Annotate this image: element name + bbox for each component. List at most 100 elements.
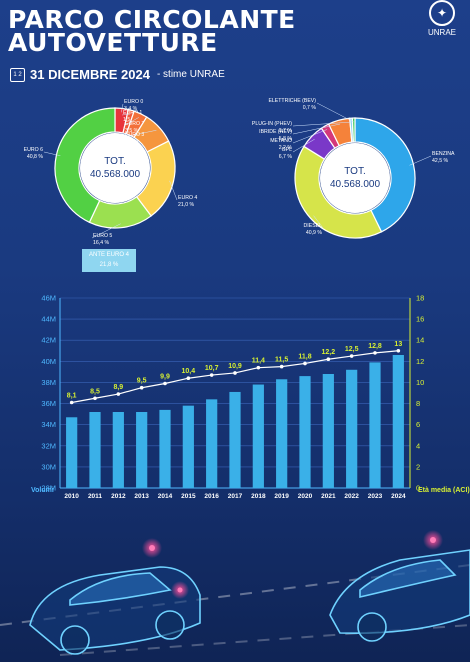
average-age-point (69, 400, 74, 405)
slice-value-label: 21,0 % (178, 202, 195, 208)
average-age-point (139, 385, 144, 390)
average-age-point (349, 354, 354, 358)
y-left-tick-label: 30M (41, 462, 56, 471)
average-age-label: 10,9 (228, 363, 242, 370)
x-tick-label: 2023 (368, 493, 383, 500)
average-age-label: 8,5 (90, 388, 100, 395)
average-age-point (396, 348, 401, 353)
slice-name-label: EURO 4 (178, 195, 197, 201)
page-title: PARCO CIRCOLANTE AUTOVETTURE (8, 5, 296, 55)
average-age-point (186, 376, 191, 381)
y-right-tick-label: 14 (416, 336, 424, 345)
volume-bar (392, 355, 404, 488)
average-age-point (233, 371, 237, 375)
y-right-tick-label: 10 (416, 378, 424, 387)
volume-bar (66, 417, 78, 488)
y-right-tick-label: 8 (416, 399, 420, 408)
slice-value-label: 6,7 % (279, 154, 293, 160)
center-total-value: 40.568.000 (90, 169, 140, 180)
report-date: 31 DICEMBRE 2024 (30, 67, 150, 82)
car-right (329, 549, 470, 642)
slice-name-label: EURO 5 (93, 233, 112, 239)
average-age-label: 9,5 (137, 378, 147, 385)
average-age-point (326, 357, 331, 362)
slice-value-label: 2,2 % (279, 145, 293, 151)
average-age-point (303, 361, 307, 366)
slice-value-label: 5,8 % (279, 136, 293, 142)
average-age-label: 9,9 (160, 374, 170, 381)
donut-center (320, 143, 390, 213)
average-age-point (163, 381, 167, 386)
slice-value-label: 0,7 % (303, 105, 317, 111)
slice-name-label: EURO 2 (125, 121, 144, 127)
logo-text: UNRAE (427, 28, 456, 37)
volume-bar (276, 379, 288, 488)
donut-slice (294, 145, 383, 239)
ante-euro-4-note: ANTE EURO 4 21,8 % (82, 249, 136, 272)
y-left-tick-label: 28M (41, 484, 56, 493)
x-tick-label: 2021 (321, 493, 336, 500)
data-source: - stime UNRAE (156, 69, 225, 80)
slice-value-label: 3,4 % (124, 106, 138, 112)
average-age-point (93, 396, 97, 401)
donut-slice (351, 117, 356, 143)
slice-name-label: PLUG-IN (PHEV) (252, 121, 292, 127)
average-age-point (279, 364, 284, 369)
ante-euro-4-value: 21,8 % (99, 262, 119, 268)
x-tick-label: 2020 (298, 493, 313, 500)
slice-name-label: METANO (270, 138, 292, 144)
volume-bar (322, 374, 334, 488)
x-tick-label: 2018 (251, 493, 266, 500)
volume-bar (299, 376, 311, 488)
donut-center (80, 133, 150, 203)
slice-leader-line (121, 103, 124, 113)
y-right-tick-label: 4 (416, 441, 420, 450)
slice-leader-line (292, 138, 315, 153)
x-tick-label: 2010 (64, 493, 79, 500)
slice-leader-line (409, 155, 432, 166)
center-total-label: TOT. (344, 166, 365, 177)
title-line-1: PARCO CIRCOLANTE (8, 5, 296, 34)
slice-leader-line (292, 121, 352, 127)
average-age-label: 12,5 (345, 346, 359, 353)
y-left-tick-label: 44M (41, 315, 56, 324)
x-tick-label: 2015 (181, 493, 196, 500)
average-age-label: 8,9 (113, 384, 123, 391)
y-right-tick-label: 16 (416, 315, 424, 324)
slice-name-label: IBRIDE (HEV) (259, 129, 292, 135)
average-age-label: 10,4 (182, 368, 196, 375)
x-tick-label: 2022 (344, 493, 359, 500)
y-right-tick-label: 6 (416, 420, 420, 429)
average-age-label: 11,4 (252, 358, 265, 365)
average-age-point (116, 392, 121, 396)
y-right-tick-label: 0 (416, 484, 420, 493)
volume-bar (182, 405, 194, 488)
x-tick-label: 2012 (111, 493, 126, 500)
average-age-label: 12,8 (368, 343, 382, 350)
volume-bar (229, 391, 241, 488)
average-age-label: 11,8 (298, 353, 311, 360)
slice-leader-line (316, 102, 354, 123)
right-axis-title: Età media (ACI) (418, 487, 470, 494)
slice-leader-line (313, 215, 324, 229)
y-left-tick-label: 40M (41, 357, 56, 366)
unrae-logo: ✦ UNRAE (428, 0, 456, 37)
average-age-label: 11,5 (275, 357, 288, 364)
y-left-tick-label: 42M (41, 336, 56, 345)
slice-leader-line (292, 129, 328, 144)
average-age-label: 13 (394, 341, 402, 348)
slice-value-label: 0,7 % (279, 128, 293, 134)
slice-name-label: BENZINA (432, 151, 455, 157)
donut-slice (354, 117, 416, 233)
average-age-point (373, 351, 377, 355)
volume-bar (346, 369, 358, 488)
slice-value-label: 1,5 % (123, 117, 137, 123)
x-tick-label: 2013 (134, 493, 149, 500)
left-axis-title: Volumi (31, 487, 54, 494)
slice-name-label: EURO 1 (123, 110, 142, 116)
y-left-tick-label: 36M (41, 399, 56, 408)
average-age-label: 12,2 (322, 349, 336, 356)
volume-bar (136, 412, 148, 488)
slice-name-label: GPL (282, 147, 292, 153)
